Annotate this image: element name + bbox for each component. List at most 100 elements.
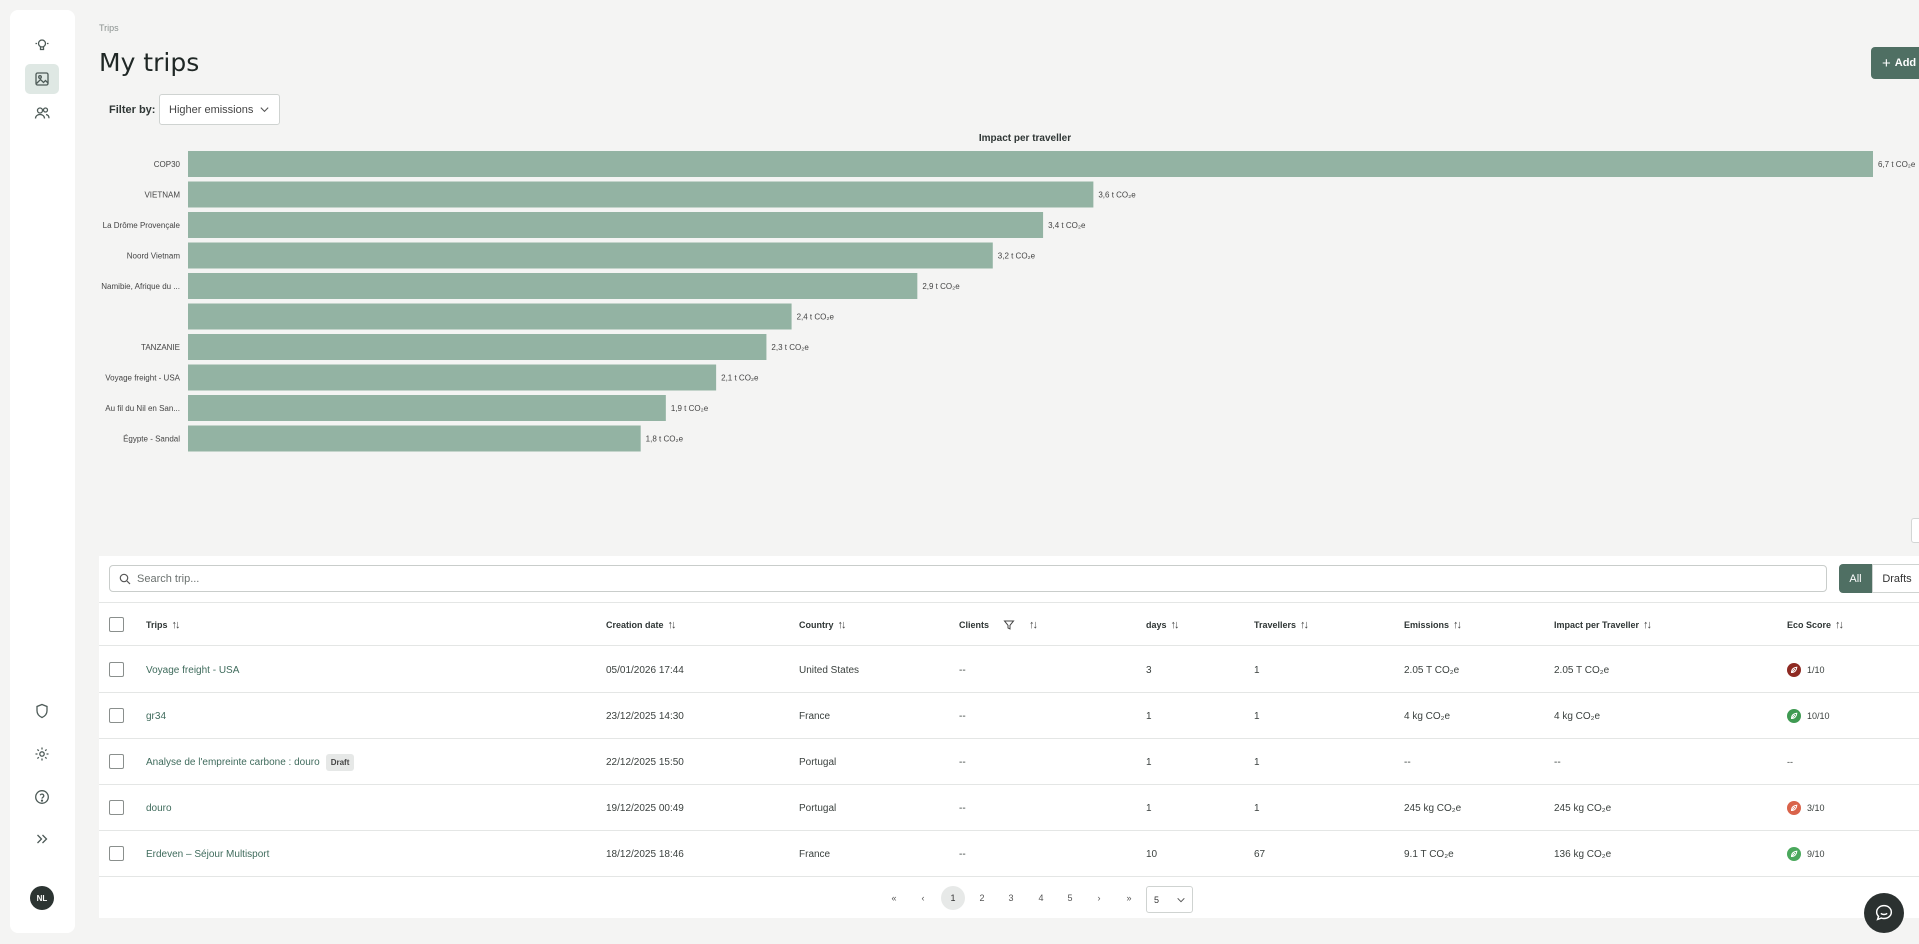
chart-bar[interactable] xyxy=(188,151,1873,177)
filter-value: Higher emissions xyxy=(169,103,254,116)
chart-value-label: 3,6 t CO₂e xyxy=(1098,191,1136,200)
trip-name-cell[interactable]: douro xyxy=(146,785,172,831)
country: Portugal xyxy=(799,756,837,768)
bulb-logo-icon[interactable] xyxy=(25,30,59,60)
table-row[interactable]: Voyage freight - USA 05/01/2026 17:44 Unit… xyxy=(99,647,1919,693)
chart-bar[interactable] xyxy=(188,364,717,391)
trip-name-cell[interactable]: gr34 xyxy=(146,693,166,739)
chart-value-label: 3,4 t CO₂e xyxy=(1048,221,1086,230)
search-input[interactable] xyxy=(137,572,1826,585)
shield-icon[interactable] xyxy=(25,696,59,726)
add-trip-button[interactable]: + Add xyxy=(1871,47,1919,79)
col-emissions[interactable]: Emissions ↑↓ xyxy=(1404,619,1462,631)
country-cell: Portugal xyxy=(799,739,836,785)
page-size-select[interactable]: 5 xyxy=(1146,886,1193,913)
trip-name[interactable]: Erdeven – Séjour Multisport xyxy=(146,848,270,860)
next-page-button[interactable]: › xyxy=(1097,893,1101,903)
filter-icon[interactable] xyxy=(1003,619,1015,631)
sort-icon: ↑↓ xyxy=(1300,619,1309,631)
table-row[interactable]: gr34 23/12/2025 14:30 France -- 1 1 4 kg CO₂e 4… xyxy=(99,693,1919,739)
creation-date: 18/12/2025 18:46 xyxy=(606,848,684,860)
clients: -- xyxy=(959,710,966,722)
col-travellers[interactable]: Travellers ↑↓ xyxy=(1254,619,1309,631)
trip-name-cell[interactable]: Analyse de l'empreinte carbone : douro Dr… xyxy=(146,739,355,785)
filter-drafts-button[interactable]: Drafts xyxy=(1872,564,1919,593)
chat-button[interactable] xyxy=(1864,893,1904,933)
select-all-checkbox[interactable] xyxy=(109,617,124,632)
col-impact[interactable]: Impact per Traveller ↑↓ xyxy=(1554,619,1652,631)
users-icon[interactable] xyxy=(25,98,59,128)
clients-cell: -- xyxy=(959,647,966,693)
expand-sidebar-icon[interactable] xyxy=(25,824,59,854)
chart-value-label: 6,7 t CO₂e xyxy=(1878,160,1916,169)
country-cell: France xyxy=(799,693,830,739)
gear-icon[interactable] xyxy=(25,739,59,769)
breadcrumb[interactable]: Trips xyxy=(99,23,119,33)
col-days[interactable]: days ↑↓ xyxy=(1146,619,1180,631)
chat-icon xyxy=(1875,904,1893,921)
page-button-2[interactable]: 2 xyxy=(979,893,985,903)
col-country[interactable]: Country ↑↓ xyxy=(799,619,847,631)
travellers: 1 xyxy=(1254,802,1260,814)
last-page-button[interactable]: » xyxy=(1126,893,1132,903)
table-row[interactable]: Analyse de l'empreinte carbone : douro Dr… xyxy=(99,739,1919,785)
clients: -- xyxy=(959,848,966,860)
trips-nav-image-icon[interactable] xyxy=(25,64,59,94)
row-checkbox[interactable] xyxy=(109,662,124,677)
creation-date-cell: 05/01/2026 17:44 xyxy=(606,647,684,693)
chart-title: Impact per traveller xyxy=(979,133,1071,144)
search-box[interactable] xyxy=(109,565,1827,592)
sort-icon: ↑↓ xyxy=(1835,619,1844,631)
chart-bar[interactable] xyxy=(188,212,1044,238)
emissions-cell: -- xyxy=(1404,739,1411,785)
emissions-cell: 245 kg CO₂e xyxy=(1404,785,1461,831)
trip-name[interactable]: gr34 xyxy=(146,710,167,722)
chart-bar[interactable] xyxy=(188,425,641,452)
first-page-button[interactable]: « xyxy=(891,893,897,903)
chart-bar[interactable] xyxy=(188,242,993,269)
days-cell: 1 xyxy=(1146,693,1152,739)
emissions-cell: 9.1 T CO₂e xyxy=(1404,831,1454,877)
filter-all-button[interactable]: All xyxy=(1839,564,1872,593)
row-checkbox[interactable] xyxy=(109,800,124,815)
add-button-label: Add xyxy=(1894,57,1917,69)
col-trips[interactable]: Trips ↑↓ xyxy=(146,619,181,631)
impact-per-traveller: 136 kg CO₂e xyxy=(1554,848,1612,860)
trip-name[interactable]: Analyse de l'empreinte carbone : douro xyxy=(146,756,320,768)
col-eco-score[interactable]: Eco Score ↑↓ xyxy=(1787,619,1844,631)
help-icon[interactable] xyxy=(25,782,59,812)
sort-icon: ↑↓ xyxy=(1453,619,1462,631)
page-button-5[interactable]: 5 xyxy=(1067,893,1073,903)
row-checkbox[interactable] xyxy=(109,754,124,769)
emissions: -- xyxy=(1404,756,1411,768)
trip-name-cell[interactable]: Voyage freight - USA xyxy=(146,647,239,693)
avatar[interactable]: NL xyxy=(30,886,54,910)
table-row[interactable]: Erdeven – Séjour Multisport 18/12/2025 18… xyxy=(99,831,1919,877)
trip-name-cell[interactable]: Erdeven – Séjour Multisport xyxy=(146,831,269,877)
chart-bar[interactable] xyxy=(188,334,767,360)
chart-bar[interactable] xyxy=(188,395,666,421)
trip-name[interactable]: Voyage freight - USA xyxy=(146,664,240,676)
row-checkbox[interactable] xyxy=(109,708,124,723)
prev-page-button[interactable]: ‹ xyxy=(921,893,925,903)
chart-value-label: 2,3 t CO₂e xyxy=(771,343,809,352)
creation-date-cell: 18/12/2025 18:46 xyxy=(606,831,684,877)
chart-bar[interactable] xyxy=(188,303,792,330)
travellers: 67 xyxy=(1254,848,1266,860)
sidebar: NL xyxy=(10,10,75,933)
col-creation-date[interactable]: Creation date ↑↓ xyxy=(606,619,677,631)
table-row[interactable]: douro 19/12/2025 00:49 Portugal -- 1 1 245 kg … xyxy=(99,785,1919,831)
travellers-cell: 1 xyxy=(1254,647,1260,693)
filter-select[interactable]: Higher emissions xyxy=(159,94,280,125)
page-button-3[interactable]: 3 xyxy=(1008,893,1014,903)
col-clients[interactable]: Clients ↑↓ xyxy=(959,619,1038,631)
days: 1 xyxy=(1146,756,1152,768)
chart-side-control[interactable] xyxy=(1911,518,1919,543)
page-button-1[interactable]: 1 xyxy=(941,886,965,910)
travellers-cell: 1 xyxy=(1254,785,1260,831)
page-button-4[interactable]: 4 xyxy=(1038,893,1044,903)
row-checkbox[interactable] xyxy=(109,846,124,861)
trip-name[interactable]: douro xyxy=(146,802,172,814)
chart-bar[interactable] xyxy=(188,181,1094,208)
chart-bar[interactable] xyxy=(188,273,918,299)
